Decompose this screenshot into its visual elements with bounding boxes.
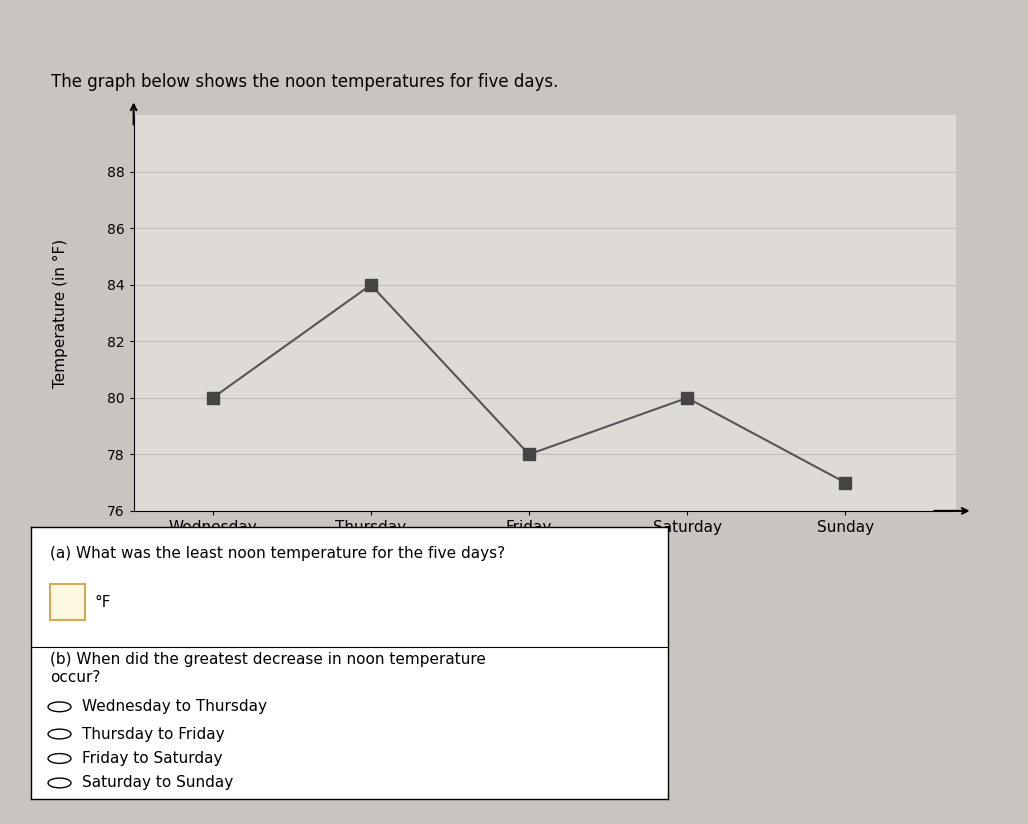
Y-axis label: Temperature (in °F): Temperature (in °F) <box>52 239 68 387</box>
Text: The graph below shows the noon temperatures for five days.: The graph below shows the noon temperatu… <box>51 73 559 91</box>
Text: Friday to Saturday: Friday to Saturday <box>82 751 222 766</box>
Text: °F: °F <box>95 595 111 610</box>
Text: (b) When did the greatest decrease in noon temperature
occur?: (b) When did the greatest decrease in no… <box>50 653 486 685</box>
FancyBboxPatch shape <box>50 584 85 620</box>
Text: (a) What was the least noon temperature for the five days?: (a) What was the least noon temperature … <box>50 546 505 561</box>
Text: Saturday to Sunday: Saturday to Sunday <box>82 775 233 790</box>
Text: Thursday to Friday: Thursday to Friday <box>82 727 224 742</box>
Text: Wednesday to Thursday: Wednesday to Thursday <box>82 700 267 714</box>
